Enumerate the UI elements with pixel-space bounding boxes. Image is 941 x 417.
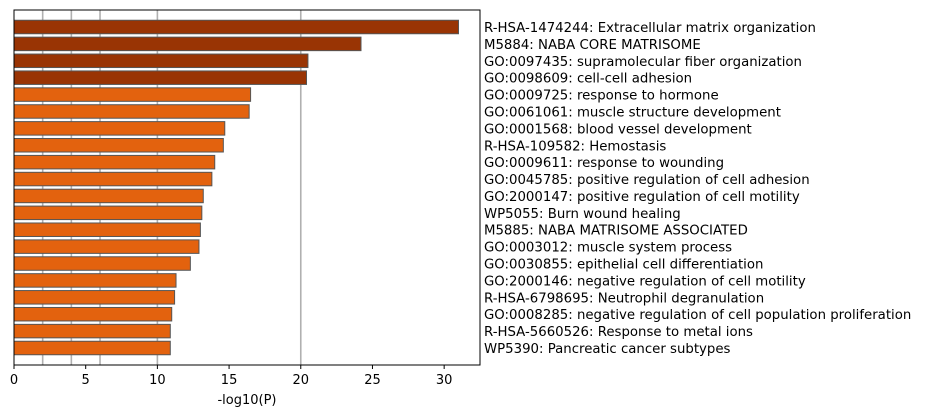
category-label: WP5390: Pancreatic cancer subtypes xyxy=(484,342,731,357)
category-label: GO:0098609: cell-cell adhesion xyxy=(484,72,692,87)
category-label: GO:2000146: negative regulation of cell … xyxy=(484,274,806,289)
x-tick-label: 20 xyxy=(292,373,309,388)
category-label: R-HSA-109582: Hemostasis xyxy=(484,139,666,154)
bar xyxy=(13,306,173,322)
category-label: M5885: NABA MATRISOME ASSOCIATED xyxy=(484,224,748,239)
bar xyxy=(13,340,171,356)
category-label: M5884: NABA CORE MATRISOME xyxy=(484,38,701,53)
x-tick-label: 0 xyxy=(10,373,18,388)
category-label: WP5055: Burn wound healing xyxy=(484,207,681,222)
bar xyxy=(13,239,200,254)
category-label: R-HSA-1474244: Extracellular matrix orga… xyxy=(484,21,816,36)
category-label: GO:2000147: positive regulation of cell … xyxy=(484,190,800,205)
bar xyxy=(13,53,309,69)
plot-frame xyxy=(13,9,481,366)
bar xyxy=(13,205,203,221)
category-label: R-HSA-6798695: Neutrophil degranulation xyxy=(484,291,764,306)
x-tick-label: 10 xyxy=(149,373,166,388)
bar xyxy=(13,138,224,153)
category-labels: R-HSA-1474244: Extracellular matrix orga… xyxy=(484,21,911,357)
x-tick-label: 5 xyxy=(82,373,90,388)
x-tick-label: 15 xyxy=(221,373,238,388)
bar xyxy=(13,121,226,136)
bar xyxy=(13,19,459,35)
bars xyxy=(13,19,459,356)
bar xyxy=(13,87,252,102)
x-tick-label: 25 xyxy=(364,373,381,388)
bar xyxy=(13,104,250,119)
category-label: GO:0045785: positive regulation of cell … xyxy=(484,173,810,188)
category-label: GO:0097435: supramolecular fiber organiz… xyxy=(484,55,802,70)
grid-lines xyxy=(41,10,302,365)
bar xyxy=(13,290,176,305)
category-label: GO:0009611: response to wounding xyxy=(484,156,724,171)
category-label: GO:0001568: blood vessel development xyxy=(484,122,752,137)
bar xyxy=(13,222,201,237)
bar xyxy=(13,256,191,271)
category-label: GO:0003012: muscle system process xyxy=(484,241,732,256)
x-tick-label: 30 xyxy=(436,373,453,388)
category-label: R-HSA-5660526: Response to metal ions xyxy=(484,325,753,340)
x-axis-label: -log10(P) xyxy=(217,393,276,408)
bar xyxy=(13,154,216,170)
category-label: GO:0061061: muscle structure development xyxy=(484,105,781,120)
bar xyxy=(13,188,204,204)
bar xyxy=(13,70,308,85)
x-axis-ticks: 0 5 10 15 20 25 30 xyxy=(10,365,453,388)
bar xyxy=(13,323,171,339)
category-label: GO:0008285: negative regulation of cell … xyxy=(484,308,911,323)
category-label: GO:0030855: epithelial cell differentiat… xyxy=(484,258,763,273)
bar xyxy=(13,273,177,288)
bar xyxy=(13,36,362,52)
category-label: GO:0009725: response to hormone xyxy=(484,89,719,104)
bar xyxy=(13,171,213,187)
